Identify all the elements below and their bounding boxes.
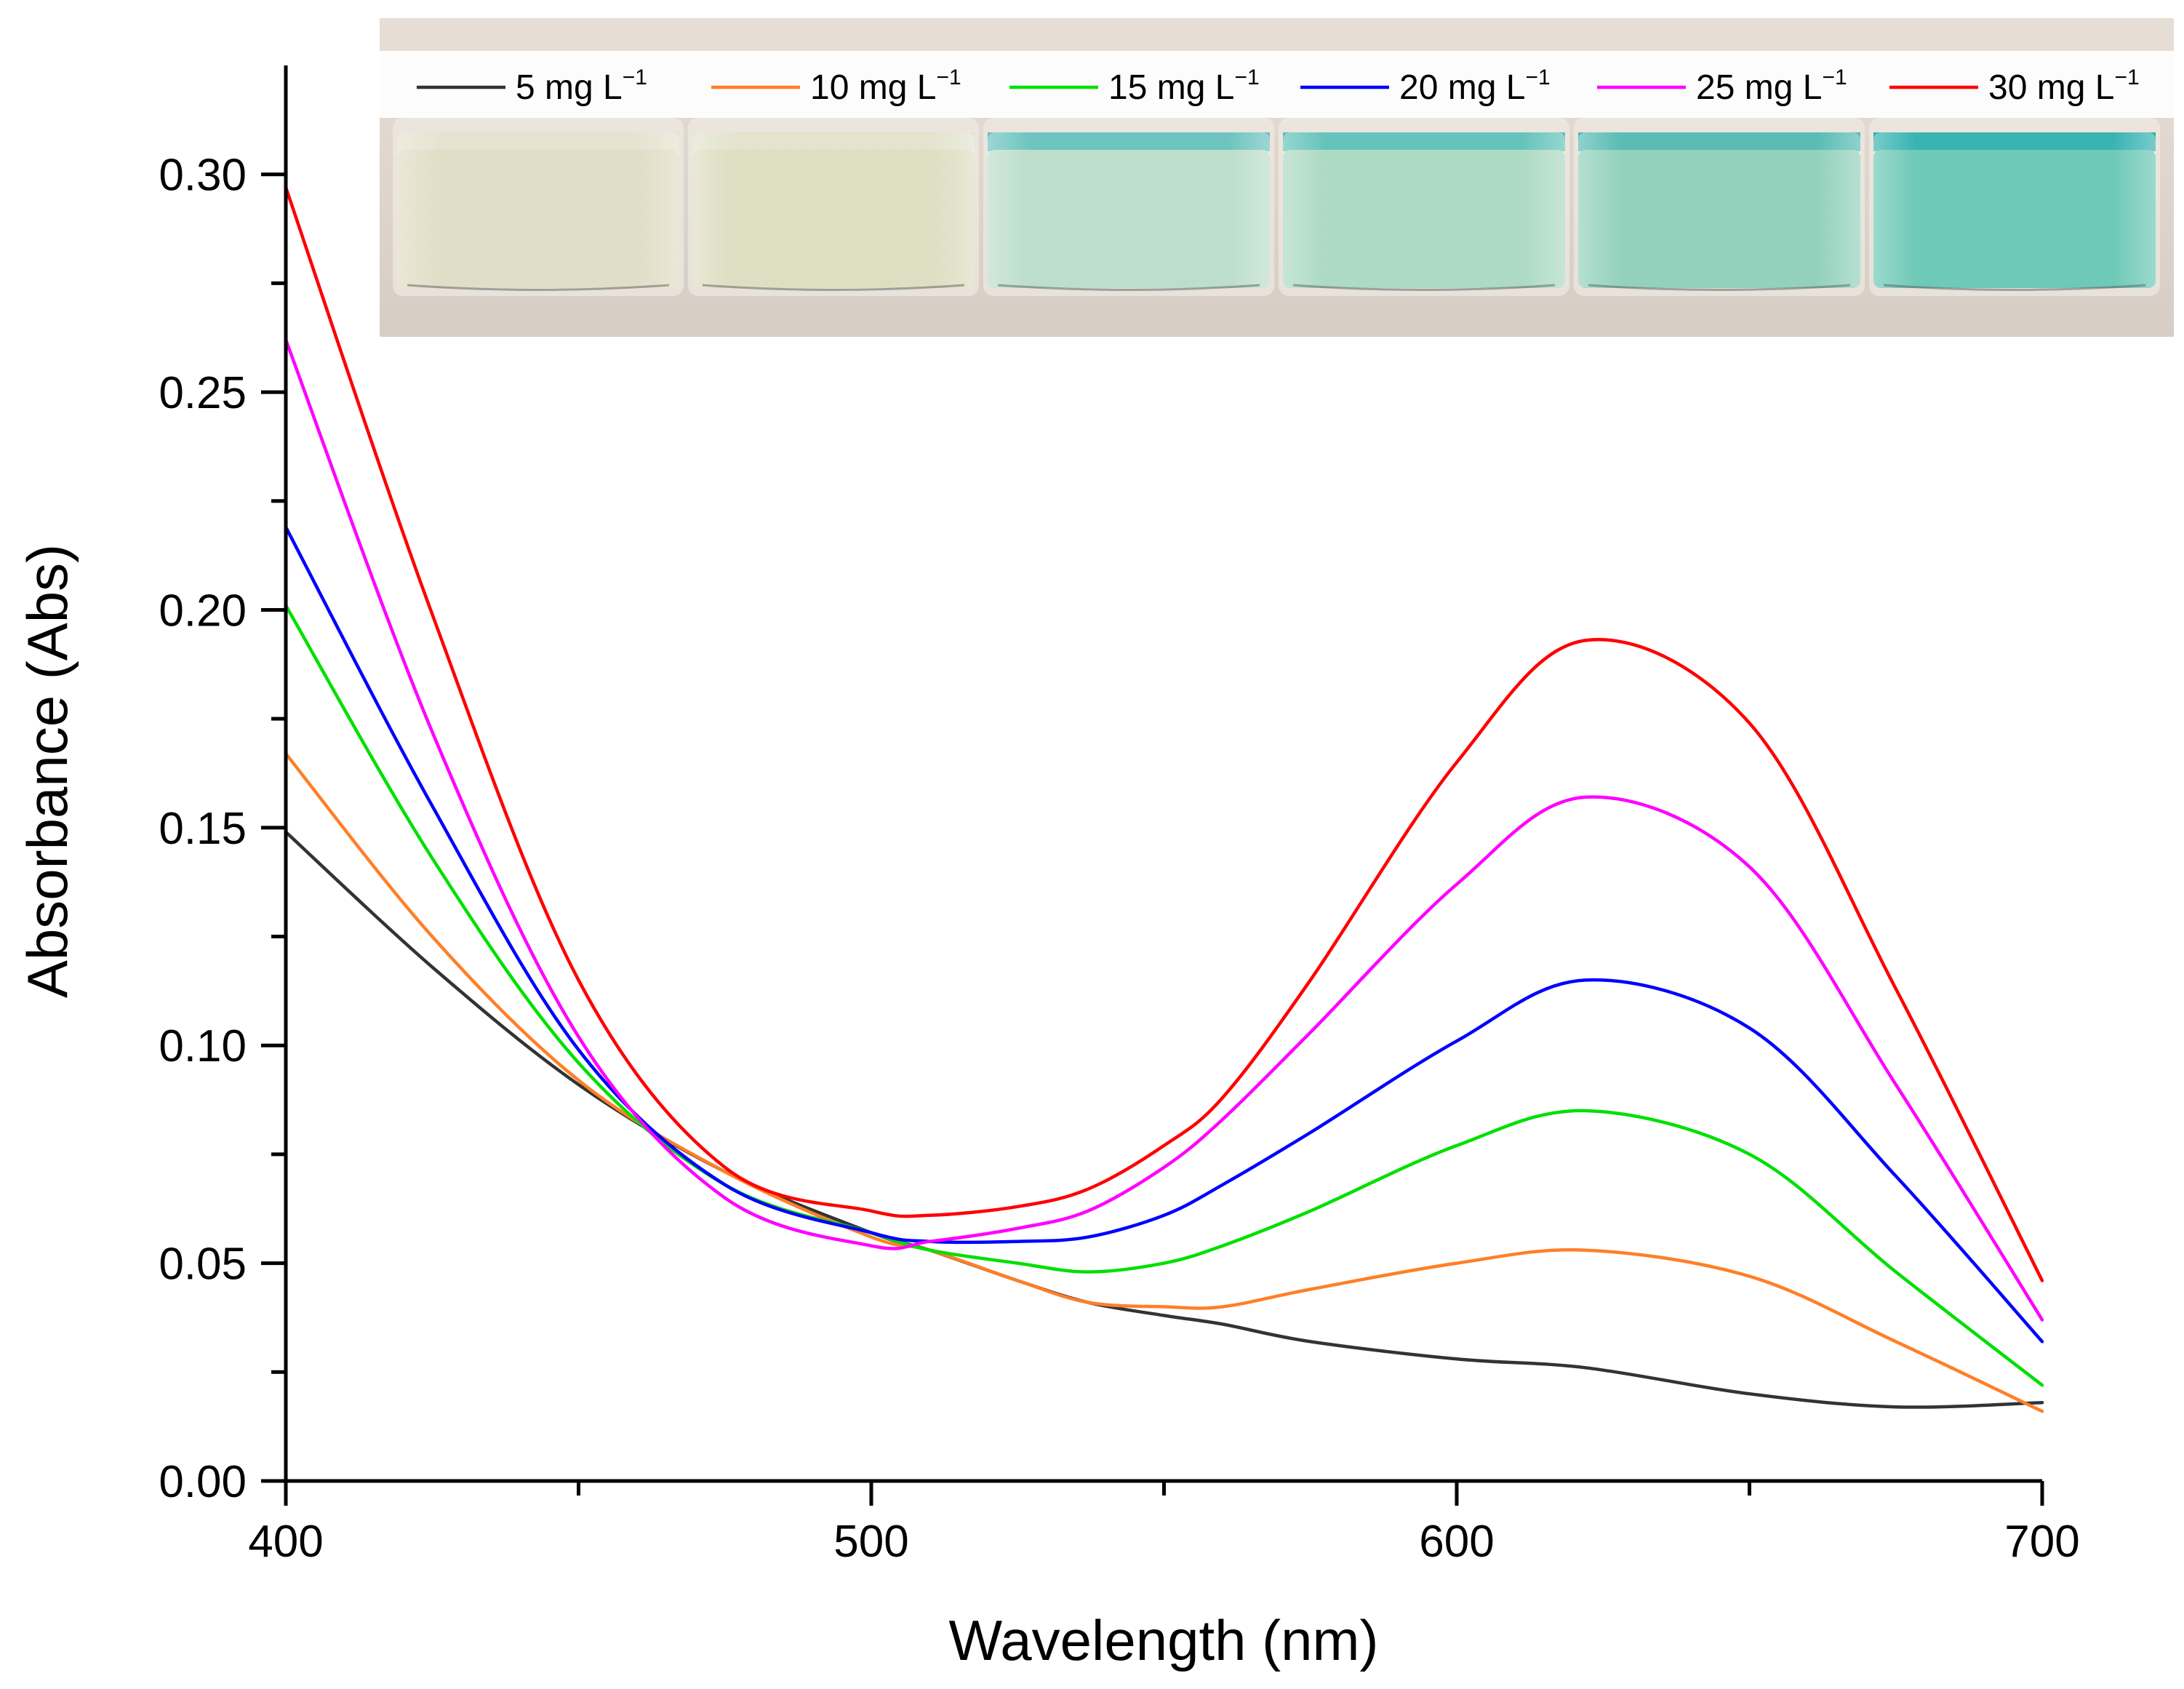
legend-item: 10 mg L−1 bbox=[711, 65, 961, 107]
series-line-3 bbox=[284, 604, 2044, 1387]
vial bbox=[688, 118, 979, 296]
legend-item: 25 mg L−1 bbox=[1597, 65, 1847, 107]
y-axis-title: Absorbance (Abs) bbox=[15, 544, 79, 998]
legend: 5 mg L−1 10 mg L−1 15 mg L−1 20 mg L−1 25 mg… bbox=[417, 65, 2140, 107]
vial bbox=[1574, 118, 1865, 296]
legend-label: 10 mg L−1 bbox=[810, 65, 961, 107]
y-tick-label: 0.05 bbox=[159, 1239, 247, 1290]
series-line-4 bbox=[284, 525, 2044, 1343]
x-tick-label: 400 bbox=[248, 1517, 323, 1567]
y-tick-label: 0.20 bbox=[159, 586, 247, 636]
y-tick-label: 0.10 bbox=[159, 1021, 247, 1071]
vial bbox=[983, 118, 1274, 296]
legend-band bbox=[380, 51, 2174, 118]
inset-photo bbox=[380, 18, 2174, 337]
series-line-1 bbox=[284, 830, 2044, 1409]
legend-label: 15 mg L−1 bbox=[1108, 65, 1260, 107]
legend-item: 20 mg L−1 bbox=[1300, 65, 1551, 107]
x-ticks: 400 500 600 700 bbox=[248, 1481, 2080, 1567]
vial-group bbox=[393, 118, 2160, 296]
y-tick-label: 0.25 bbox=[159, 368, 247, 418]
legend-item: 30 mg L−1 bbox=[1889, 65, 2140, 107]
x-tick-label: 500 bbox=[833, 1517, 908, 1567]
series-layer bbox=[284, 185, 2044, 1413]
series-line-6 bbox=[284, 185, 2044, 1282]
x-tick-label: 700 bbox=[2004, 1517, 2079, 1567]
legend-label: 20 mg L−1 bbox=[1399, 65, 1551, 107]
legend-label: 30 mg L−1 bbox=[1988, 65, 2140, 107]
y-tick-label: 0.00 bbox=[159, 1457, 247, 1507]
y-tick-label: 0.15 bbox=[159, 804, 247, 854]
legend-label: 25 mg L−1 bbox=[1696, 65, 1847, 107]
vial bbox=[1869, 118, 2160, 296]
series-line-5 bbox=[284, 338, 2044, 1322]
vial bbox=[393, 118, 684, 296]
x-tick-label: 600 bbox=[1419, 1517, 1494, 1567]
series-line-2 bbox=[284, 751, 2044, 1413]
vial bbox=[1279, 118, 1569, 296]
x-axis-title: Wavelength (nm) bbox=[949, 1608, 1379, 1672]
legend-item: 15 mg L−1 bbox=[1009, 65, 1260, 107]
y-tick-label: 0.30 bbox=[159, 151, 247, 201]
y-ticks: 0.00 0.05 0.10 0.15 0.20 0.25 0.30 bbox=[159, 151, 286, 1507]
